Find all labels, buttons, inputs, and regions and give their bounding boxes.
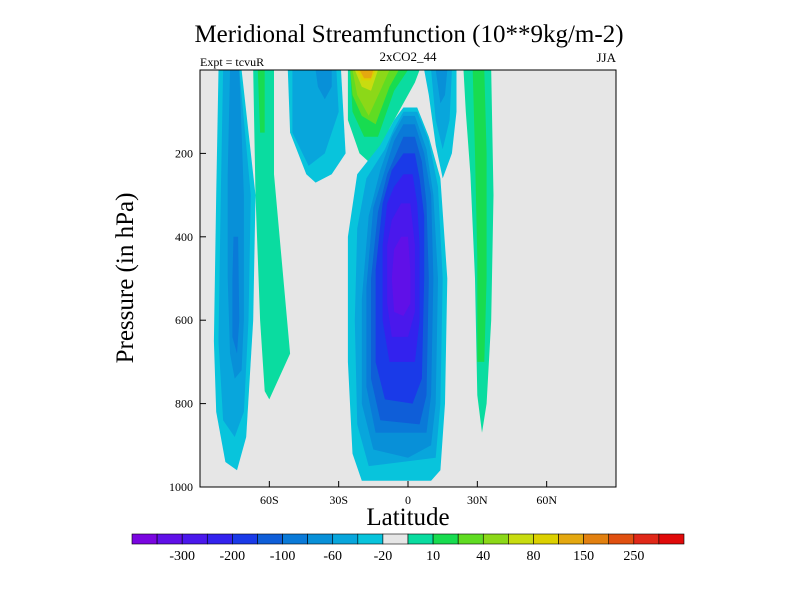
contour-sh-outer-cell-3 <box>232 236 240 354</box>
colorbar-swatch <box>257 533 283 545</box>
colorbar-swatch <box>432 533 459 545</box>
chart-title: Meridional Streamfunction (10**9kg/m-2) <box>194 21 623 48</box>
y-tick-label: 800 <box>175 397 193 411</box>
x-tick-label: 0 <box>405 493 411 507</box>
colorbar-swatch <box>282 533 308 545</box>
contour-sh-positive-band-4 <box>253 70 291 400</box>
colorbar-label: -200 <box>220 549 246 564</box>
colorbar-swatch <box>482 533 509 545</box>
colorbar-swatch <box>206 533 233 545</box>
colorbar-swatch <box>232 533 258 545</box>
colorbar-label: 80 <box>526 549 540 564</box>
x-axis-ticks: 60S 30S 0 30N 60N <box>260 481 557 507</box>
colorbar-swatch <box>457 533 484 545</box>
colorbar-label: -20 <box>374 549 393 564</box>
y-axis-ticks: 200 400 600 800 1000 <box>169 146 206 494</box>
contour-nh-outer-cell-29 <box>472 70 487 362</box>
x-tick-label: 60N <box>536 493 557 507</box>
colorbar-swatch <box>181 533 208 545</box>
colorbar-label: 40 <box>476 549 490 564</box>
y-axis-label: Pressure (in hPa) <box>112 193 139 364</box>
experiment-label: Expt = tcvuR <box>200 55 264 69</box>
colorbar-swatch <box>508 533 534 545</box>
colorbar-swatch <box>533 533 559 545</box>
x-tick-label: 30N <box>467 493 488 507</box>
contour-sh-subtropical-15 <box>359 70 374 79</box>
colorbar-swatch <box>131 533 158 545</box>
colorbar-swatch <box>583 533 610 545</box>
chart-subtitle: 2xCO2_44 <box>379 49 437 64</box>
x-axis-label: Latitude <box>366 504 449 531</box>
colorbar-label: 150 <box>573 549 594 564</box>
colorbar-swatch <box>307 533 334 545</box>
colorbar-label: 10 <box>426 549 440 564</box>
colorbar-swatch <box>407 533 434 545</box>
colorbar-label: -60 <box>323 549 342 564</box>
colorbar-label: -300 <box>169 549 195 564</box>
x-tick-label: 30S <box>329 493 348 507</box>
contour-sh-positive-band-5 <box>257 70 265 133</box>
colorbar-swatch <box>558 533 584 545</box>
colorbar-swatch <box>382 533 409 545</box>
colorbar-swatch <box>633 533 660 545</box>
colorbar-swatch <box>658 533 685 545</box>
contour-nh-negative-band-27 <box>435 70 448 104</box>
y-tick-label: 200 <box>175 146 193 160</box>
colorbar-label: 250 <box>623 549 644 564</box>
colorbar-swatch <box>156 533 183 545</box>
y-tick-label: 400 <box>175 230 193 244</box>
contour-sh-outer-cell-2 <box>227 70 244 379</box>
contour-hadley-cell-24 <box>391 236 411 316</box>
season-label: JJA <box>596 50 616 65</box>
contour-nh-negative-band-26 <box>431 70 452 150</box>
y-tick-label: 600 <box>175 313 193 327</box>
colorbar-swatch <box>608 533 635 545</box>
colorbar-swatch <box>332 533 359 545</box>
colorbar-label: -100 <box>270 549 296 564</box>
contour-sh-upper-cell-8 <box>315 70 332 100</box>
colorbar-swatch <box>357 533 384 545</box>
x-tick-label: 60S <box>260 493 279 507</box>
colorbar: -300 -200 -100 -60 -20 10 40 80 150 250 <box>131 533 685 564</box>
y-tick-label: 1000 <box>169 480 193 494</box>
contour-regions <box>213 70 494 481</box>
